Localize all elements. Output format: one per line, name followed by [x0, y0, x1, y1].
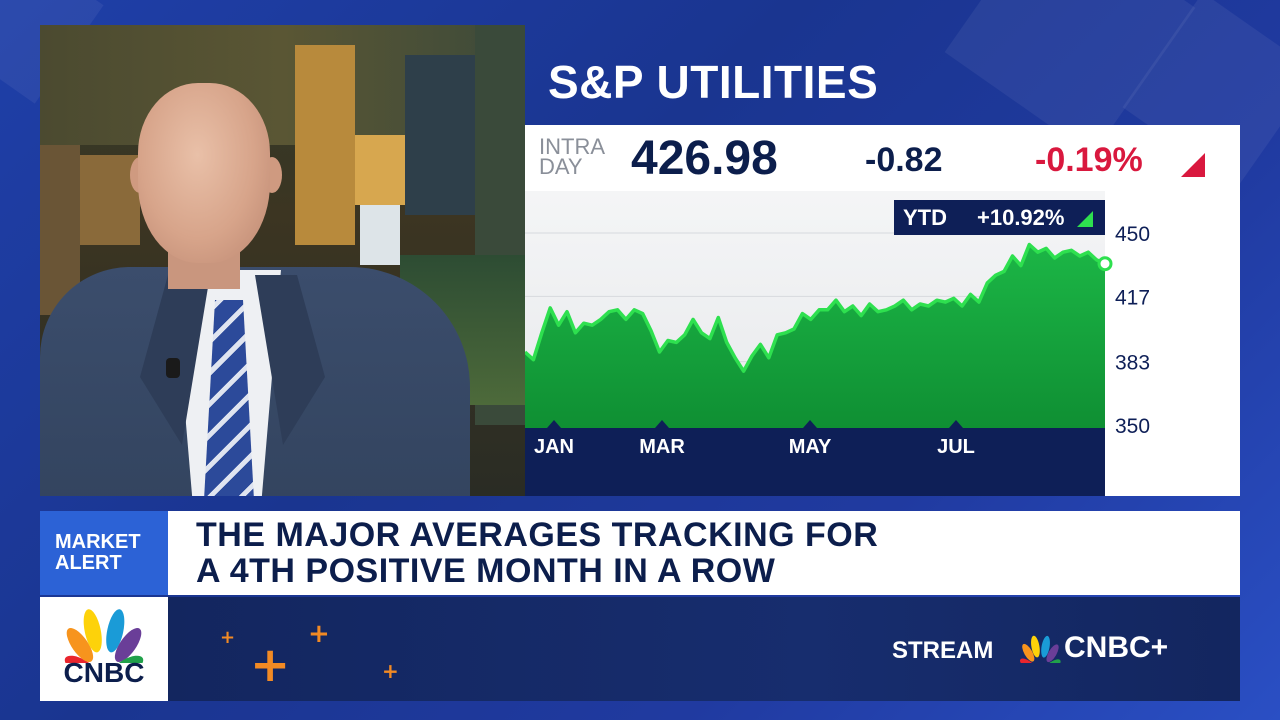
- anchor-head: [138, 83, 270, 263]
- ytd-label: YTD: [903, 205, 947, 230]
- price-value: 426.98: [631, 132, 778, 185]
- x-tick-label: JUL: [937, 436, 975, 458]
- x-axis-ticks: JAN MAR MAY JUL: [534, 420, 975, 458]
- x-tick-label: MAR: [639, 436, 685, 458]
- down-arrow-icon: [1181, 153, 1205, 177]
- headline-line1: THE MAJOR AVERAGES TRACKING FOR: [196, 516, 879, 554]
- bottom-banner: + + + + STREAM CNBC+: [168, 597, 1240, 701]
- headline-line2: A 4TH POSITIVE MONTH IN A ROW: [196, 552, 776, 590]
- plus-decoration-icon: +: [382, 659, 399, 683]
- y-tick-label: 383: [1115, 352, 1150, 375]
- market-alert-line1: MARKET: [55, 531, 141, 553]
- x-axis-band: [525, 428, 1105, 496]
- video-feed: [40, 25, 525, 496]
- area-fill: [525, 244, 1105, 428]
- x-tick-marker: [655, 420, 669, 428]
- change-value: -0.82: [865, 141, 943, 179]
- background-panel: [360, 205, 400, 265]
- cnbc-logo-text: CNBC: [63, 657, 145, 688]
- ytd-badge: YTD +10.92%: [894, 200, 1105, 235]
- background-panel: [355, 135, 405, 205]
- last-point-marker: [1097, 256, 1113, 272]
- stream-label: STREAM: [892, 637, 994, 664]
- peacock-logo-icon: [64, 609, 144, 663]
- intraday-label: INTRA DAY: [539, 134, 605, 179]
- y-tick-label: 450: [1115, 223, 1150, 246]
- y-tick-label: 350: [1115, 415, 1150, 438]
- market-alert-line2: ALERT: [55, 552, 122, 574]
- plus-decoration-icon: +: [220, 627, 236, 648]
- plus-decoration-icon: +: [250, 637, 291, 693]
- series-line: [525, 242, 1106, 373]
- lapel-mic: [166, 358, 180, 378]
- intraday-label-line1: INTRA: [539, 134, 605, 159]
- y-axis-ticks: 450 417 383 350: [1115, 223, 1150, 438]
- quote-bar: INTRA DAY 426.98 -0.82 -0.19%: [525, 125, 1240, 191]
- up-arrow-icon: [1077, 211, 1093, 227]
- y-axis-panel: [1105, 191, 1240, 496]
- x-tick-marker: [949, 420, 963, 428]
- y-tick-label: 417: [1115, 286, 1150, 309]
- x-tick-label: MAY: [789, 436, 832, 458]
- ytd-area-chart: JAN MAR MAY JUL 450 417 383 350 YTD +10.92%: [525, 191, 1240, 496]
- chart-title: S&P UTILITIES: [548, 56, 879, 108]
- x-tick-marker: [803, 420, 817, 428]
- change-percent: -0.19%: [1035, 141, 1143, 179]
- ytd-value: +10.92%: [977, 205, 1064, 230]
- market-alert-label: MARKET ALERT: [40, 511, 168, 595]
- cnbc-logo-box: CNBC: [40, 597, 168, 701]
- x-tick-marker: [547, 420, 561, 428]
- intraday-label-line2: DAY: [539, 154, 583, 179]
- plus-decoration-icon: +: [308, 619, 330, 649]
- background-panel: [405, 55, 475, 215]
- cnbc-plus-label: CNBC+: [1064, 631, 1169, 664]
- x-tick-label: JAN: [534, 436, 574, 458]
- headline: THE MAJOR AVERAGES TRACKING FOR A 4TH PO…: [168, 511, 1240, 595]
- background-panel: [295, 45, 355, 245]
- small-peacock-icon: [1019, 635, 1061, 663]
